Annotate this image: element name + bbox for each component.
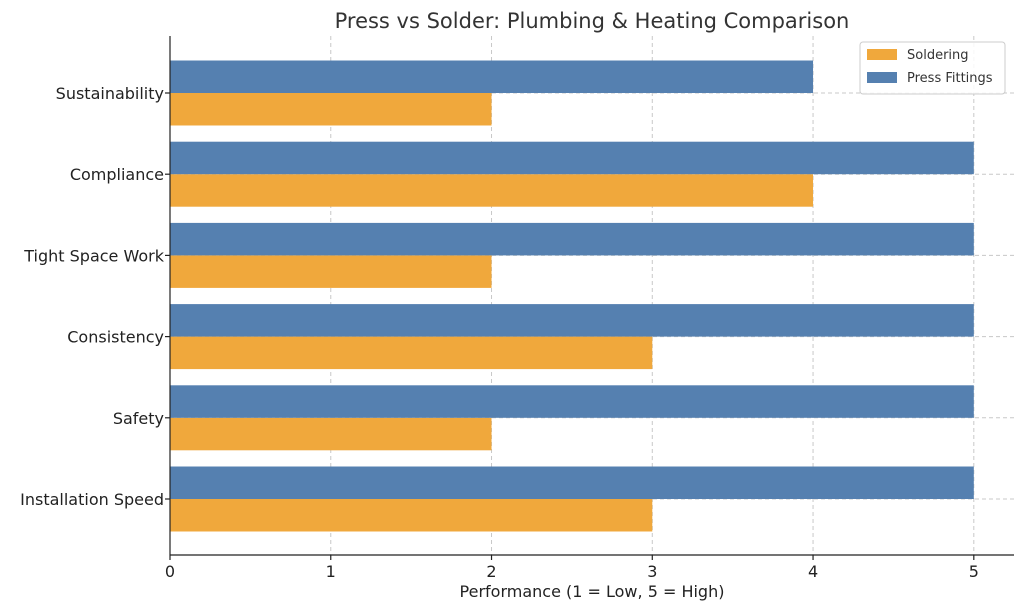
y-tick-label-compliance: Compliance bbox=[70, 165, 164, 184]
bar-press-fittings-safety bbox=[170, 385, 974, 418]
x-tick-label: 3 bbox=[647, 562, 657, 581]
y-tick-label-tight-space-work: Tight Space Work bbox=[23, 246, 164, 265]
y-tick-label-safety: Safety bbox=[113, 409, 164, 428]
bar-press-fittings-installation-speed bbox=[170, 466, 974, 499]
legend-swatch-press-fittings bbox=[867, 72, 897, 83]
legend-label-press-fittings: Press Fittings bbox=[907, 71, 993, 86]
x-axis-label: Performance (1 = Low, 5 = High) bbox=[460, 582, 725, 601]
x-tick-label: 2 bbox=[486, 562, 496, 581]
bars bbox=[170, 60, 974, 532]
x-tick-label: 5 bbox=[969, 562, 979, 581]
bar-soldering-tight-space-work bbox=[170, 255, 492, 288]
x-tick-label: 0 bbox=[165, 562, 175, 581]
legend-swatch-soldering bbox=[867, 49, 897, 60]
x-axis-ticks: 0 1 2 3 4 5 bbox=[165, 555, 979, 581]
y-tick-label-sustainability: Sustainability bbox=[56, 84, 164, 103]
bar-press-fittings-consistency bbox=[170, 304, 974, 337]
x-tick-label: 4 bbox=[808, 562, 818, 581]
bar-soldering-compliance bbox=[170, 174, 814, 207]
bar-press-fittings-tight-space-work bbox=[170, 222, 974, 256]
bar-soldering-safety bbox=[170, 417, 492, 451]
y-axis-ticks: Installation Speed Safety Consistency Tight… bbox=[20, 84, 170, 509]
bar-soldering-installation-speed bbox=[170, 499, 653, 532]
legend-label-soldering: Soldering bbox=[907, 48, 969, 63]
bar-press-fittings-compliance bbox=[170, 141, 974, 175]
y-tick-label-consistency: Consistency bbox=[67, 328, 164, 347]
y-tick-label-installation-speed: Installation Speed bbox=[20, 490, 164, 509]
legend: Soldering Press Fittings bbox=[859, 41, 1006, 95]
bar-press-fittings-sustainability bbox=[170, 60, 814, 93]
x-tick-label: 1 bbox=[326, 562, 336, 581]
bar-soldering-consistency bbox=[170, 336, 653, 370]
bar-soldering-sustainability bbox=[170, 93, 492, 126]
chart-title: Press vs Solder: Plumbing & Heating Comp… bbox=[335, 9, 850, 33]
